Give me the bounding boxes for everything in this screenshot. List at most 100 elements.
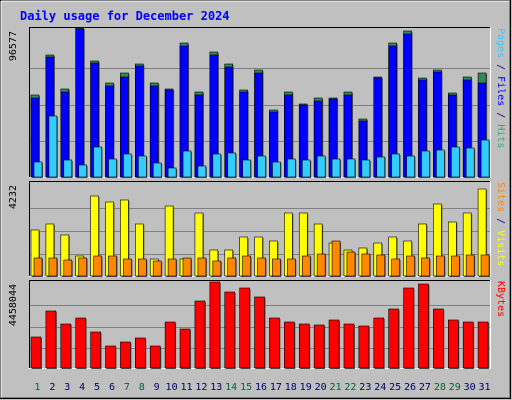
x-tick-label: 21 (329, 382, 341, 393)
bar-kbytes-day-3 (60, 323, 72, 369)
x-tick-label: 4 (79, 382, 85, 393)
x-tick-label: 14 (225, 382, 237, 393)
bar-kbytes-day-14 (224, 291, 236, 369)
bar-pages-day-15 (242, 159, 251, 178)
bar-pages-day-25 (391, 153, 400, 178)
bar-kbytes-day-18 (284, 321, 295, 369)
panel-max-label: 4458044 (8, 284, 19, 326)
bar-sites-day-27 (421, 257, 430, 277)
bar-pages-day-28 (436, 149, 445, 178)
bar-sites-day-24 (376, 254, 386, 277)
bar-pages-day-3 (63, 159, 73, 178)
bar-kbytes-day-21 (328, 319, 340, 369)
bar-kbytes-day-2 (45, 310, 57, 369)
x-tick-label: 17 (270, 382, 282, 393)
bar-kbytes-day-30 (462, 321, 474, 369)
x-tick-label: 20 (315, 382, 327, 393)
x-tick-label: 22 (344, 382, 356, 393)
bar-kbytes-day-27 (418, 283, 429, 369)
bar-sites-day-6 (108, 255, 117, 277)
bar-kbytes-day-19 (298, 323, 310, 369)
bar-kbytes-day-9 (149, 345, 161, 369)
x-tick-label: 10 (166, 382, 178, 393)
bar-kbytes-day-12 (194, 300, 206, 369)
bar-pages-day-12 (197, 165, 207, 178)
x-tick-label: 16 (255, 382, 267, 393)
bar-kbytes-day-4 (75, 317, 87, 369)
bar-pages-day-19 (301, 159, 311, 178)
x-tick-label: 6 (109, 382, 115, 393)
bar-pages-day-7 (123, 153, 132, 178)
bar-files-day-26 (403, 33, 412, 178)
bar-sites-day-18 (287, 258, 296, 277)
bar-sites-day-20 (316, 253, 326, 277)
bar-files-day-10 (164, 89, 174, 178)
x-tick-label: 26 (404, 382, 416, 393)
bar-pages-day-11 (182, 150, 192, 178)
bar-sites-day-23 (361, 253, 371, 277)
bar-sites-day-7 (123, 258, 132, 277)
bar-sites-day-29 (450, 255, 460, 277)
bar-pages-day-26 (406, 155, 415, 178)
bar-pages-day-17 (272, 161, 281, 178)
bar-pages-day-21 (331, 158, 341, 178)
x-tick-label: 8 (139, 382, 145, 393)
legend-entry: Hits (495, 124, 506, 148)
bar-sites-day-5 (93, 255, 102, 277)
x-tick-label: 12 (195, 382, 207, 393)
x-tick-label: 29 (449, 382, 461, 393)
x-tick-label: 1 (34, 382, 40, 393)
bar-sites-day-26 (406, 255, 415, 277)
panel-legend-label: Pages / Files / Hits (495, 28, 506, 148)
bar-sites-day-13 (212, 260, 222, 277)
bar-sites-day-21 (331, 240, 341, 277)
bar-files-day-12 (194, 94, 204, 178)
bar-kbytes-day-13 (209, 281, 221, 369)
x-tick-label: 28 (434, 382, 446, 393)
bar-sites-day-1 (33, 257, 43, 277)
bar-pages-day-16 (257, 155, 266, 178)
x-tick-label: 19 (300, 382, 312, 393)
bar-kbytes-day-23 (358, 325, 370, 369)
bar-sites-day-19 (301, 255, 311, 277)
bar-sites-day-22 (346, 251, 356, 277)
bar-pages-day-4 (78, 164, 88, 178)
x-tick-label: 25 (389, 382, 401, 393)
x-tick-label: 18 (285, 382, 297, 393)
bar-pages-day-22 (346, 158, 356, 178)
bar-pages-day-5 (93, 146, 102, 178)
legend-entry: Pages (495, 28, 506, 58)
panel-legend-label: KBytes (495, 281, 506, 317)
bar-sites-day-28 (436, 255, 445, 277)
bar-sites-day-9 (152, 260, 162, 277)
x-tick-label: 13 (210, 382, 222, 393)
bar-pages-day-14 (227, 152, 237, 178)
x-tick-label: 31 (479, 382, 491, 393)
x-tick-label: 5 (94, 382, 100, 393)
bar-sites-day-15 (242, 255, 251, 277)
bar-kbytes-day-11 (179, 328, 191, 369)
bar-pages-day-23 (361, 159, 371, 178)
x-tick-label: 11 (180, 382, 192, 393)
bar-kbytes-day-31 (477, 321, 489, 369)
bar-sites-day-4 (78, 257, 88, 277)
bar-pages-day-18 (287, 158, 296, 178)
panel-legend-label: Sites / Visits (495, 182, 506, 266)
bar-kbytes-day-28 (433, 308, 444, 369)
bar-pages-day-20 (316, 155, 326, 178)
bar-kbytes-day-8 (135, 337, 146, 369)
bar-sites-day-14 (227, 257, 237, 277)
bar-pages-day-30 (465, 147, 475, 178)
bar-pages-day-31 (480, 139, 490, 178)
x-tick-label: 27 (419, 382, 431, 393)
bar-kbytes-day-16 (254, 296, 265, 369)
bar-pages-day-24 (376, 156, 386, 178)
bar-files-day-4 (75, 28, 85, 178)
legend-entry: Visits (495, 230, 506, 266)
bar-pages-day-10 (167, 167, 177, 178)
x-tick-labels: 1 2 3 4 5 6 7 8 9 10 11 12 13 14 15 16 17 18 19 20 21 22 23 24 2… (34, 382, 490, 393)
x-tick-label: 24 (374, 382, 386, 393)
bar-pages-day-9 (152, 162, 162, 178)
bar-sites-day-2 (48, 257, 58, 277)
